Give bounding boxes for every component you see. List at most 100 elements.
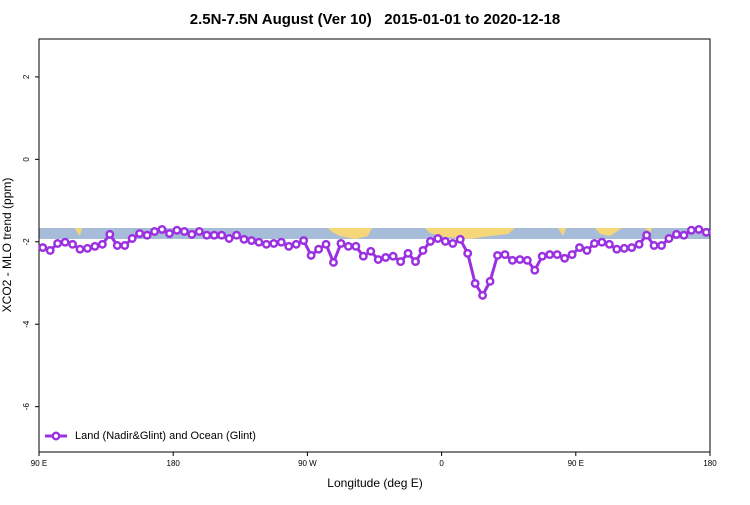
data-point <box>254 237 264 247</box>
y-tick-label: -2 <box>22 238 31 246</box>
data-point <box>396 257 406 267</box>
land <box>558 228 566 236</box>
data-point <box>135 229 145 238</box>
data-point <box>381 253 391 262</box>
y-tick-label: 0 <box>22 157 31 162</box>
data-point <box>150 227 160 236</box>
data-point <box>247 236 256 246</box>
data-point <box>455 234 465 244</box>
data-point <box>269 238 279 248</box>
land <box>595 228 622 236</box>
data-point <box>537 251 547 261</box>
y-tick-label: -6 <box>22 403 31 411</box>
data-point <box>172 225 182 235</box>
chart-title: 2.5N-7.5N August (Ver 10) 2015-01-01 to … <box>190 11 560 28</box>
data-point <box>202 230 212 240</box>
data-point <box>552 250 562 260</box>
land <box>328 228 372 239</box>
data-point <box>194 227 204 236</box>
data-point <box>411 257 420 267</box>
data-point <box>321 239 331 249</box>
data-point <box>560 253 570 263</box>
data-point <box>142 230 152 240</box>
data-point <box>127 234 137 243</box>
data-point <box>657 241 666 250</box>
land <box>75 228 82 236</box>
x-tick-label: 0 <box>439 459 444 468</box>
data-point <box>373 255 383 264</box>
y-tick-label: 2 <box>22 74 31 79</box>
data-point <box>165 229 174 238</box>
data-point <box>567 250 577 260</box>
data-point <box>470 278 480 288</box>
data-point <box>351 241 361 251</box>
data-point <box>120 241 130 250</box>
y-tick-label: -4 <box>22 320 31 328</box>
data-point <box>679 230 689 240</box>
data-point <box>463 248 473 258</box>
map-strip <box>39 228 710 239</box>
data-point <box>83 243 92 253</box>
land <box>645 228 652 233</box>
y-axis-label: XCO2 - MLO trend (ppm) <box>0 178 14 313</box>
data-point <box>314 244 324 254</box>
data-point <box>649 241 659 250</box>
data-point <box>261 239 271 249</box>
data-point <box>448 238 458 248</box>
data-point <box>179 227 189 236</box>
data-point <box>329 257 338 267</box>
data-point <box>589 238 599 248</box>
data-point <box>358 251 368 261</box>
data-point <box>500 250 510 260</box>
x-tick-label: 90 E <box>568 459 584 468</box>
data-point <box>575 243 584 253</box>
data-point <box>232 230 242 240</box>
data-point <box>388 251 398 261</box>
data-point <box>75 244 85 254</box>
legend-marker <box>51 431 61 441</box>
data-point <box>701 227 711 237</box>
data-point <box>239 234 249 244</box>
x-axis-label: Longitude (deg E) <box>327 476 422 490</box>
data-point <box>97 239 107 249</box>
x-tick-label: 180 <box>167 459 181 468</box>
data-point <box>276 237 286 247</box>
data-point <box>485 276 495 286</box>
data-point <box>299 236 309 246</box>
data-point <box>343 241 353 251</box>
data-point <box>403 248 413 258</box>
data-point <box>68 239 78 249</box>
data-point <box>425 236 435 246</box>
data-point <box>530 265 540 275</box>
data-point <box>597 237 607 247</box>
data-point <box>515 255 525 264</box>
legend-label: Land (Nadir&Glint) and Ocean (Glint) <box>75 430 256 442</box>
data-point <box>224 234 234 243</box>
data-point <box>112 241 122 250</box>
ocean-band <box>39 228 710 239</box>
data-point <box>507 255 517 265</box>
data-point <box>672 229 681 239</box>
data-point <box>433 234 443 243</box>
data-point <box>209 230 219 240</box>
data-point <box>440 236 450 246</box>
data-point <box>90 241 100 251</box>
data-point <box>306 250 316 260</box>
data-point <box>612 244 622 254</box>
data-point <box>604 239 614 249</box>
data-point <box>284 241 294 251</box>
data-point <box>664 234 674 243</box>
x-tick-label: 180 <box>703 459 717 468</box>
data-point <box>619 243 629 253</box>
data-point <box>694 224 704 234</box>
x-tick-label: 90 E <box>31 459 47 468</box>
data-point <box>38 243 48 253</box>
data-point <box>291 239 301 249</box>
data-point <box>157 224 167 234</box>
data-point <box>686 225 696 235</box>
x-tick-label: 90 W <box>298 459 317 468</box>
data-point <box>336 238 346 248</box>
data-point <box>478 290 488 300</box>
data-point <box>545 250 555 260</box>
